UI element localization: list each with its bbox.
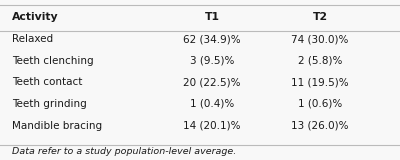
Text: 62 (34.9)%: 62 (34.9)% [183,34,241,44]
Text: Teeth contact: Teeth contact [12,77,82,87]
Text: Relaxed: Relaxed [12,34,53,44]
Text: T2: T2 [312,12,328,22]
Text: 14 (20.1)%: 14 (20.1)% [183,121,241,131]
Text: 74 (30.0)%: 74 (30.0)% [291,34,349,44]
Text: 1 (0.6)%: 1 (0.6)% [298,99,342,109]
Text: 13 (26.0)%: 13 (26.0)% [291,121,349,131]
Text: Data refer to a study population-level average.: Data refer to a study population-level a… [12,147,236,156]
Text: 20 (22.5)%: 20 (22.5)% [183,77,241,87]
Text: 11 (19.5)%: 11 (19.5)% [291,77,349,87]
Text: 3 (9.5)%: 3 (9.5)% [190,56,234,66]
Text: Activity: Activity [12,12,59,22]
Text: Mandible bracing: Mandible bracing [12,121,102,131]
Text: 1 (0.4)%: 1 (0.4)% [190,99,234,109]
Text: Teeth grinding: Teeth grinding [12,99,87,109]
Text: 2 (5.8)%: 2 (5.8)% [298,56,342,66]
Text: T1: T1 [204,12,220,22]
Text: Teeth clenching: Teeth clenching [12,56,94,66]
